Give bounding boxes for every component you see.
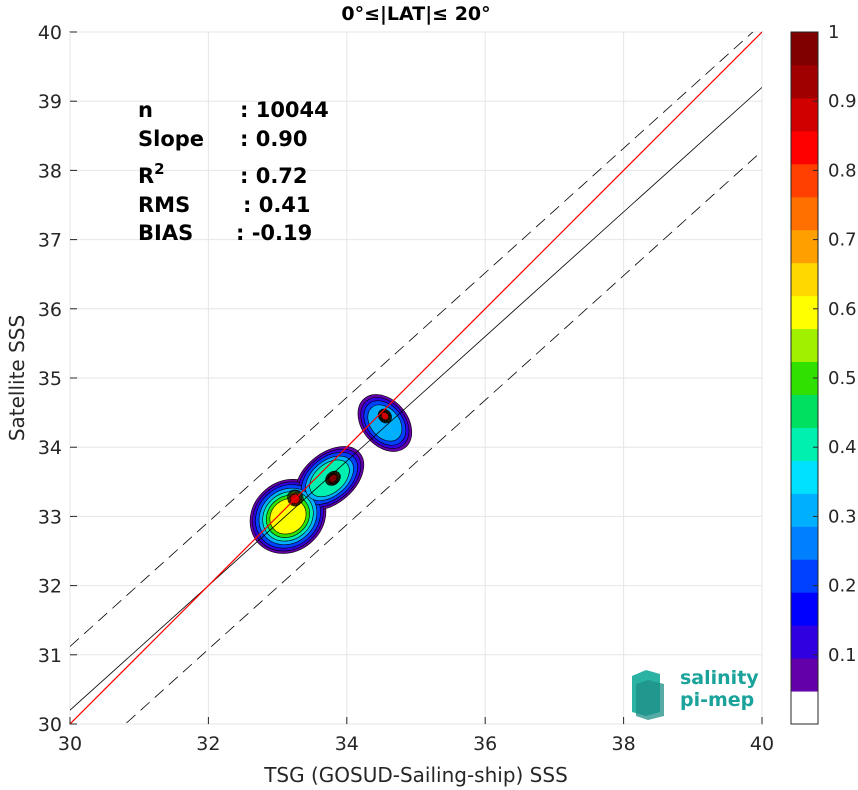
- colorbar-swatch: [791, 592, 818, 626]
- colorbar-tick-label: 0.3: [828, 506, 857, 527]
- x-tick-label: 40: [750, 733, 774, 755]
- y-tick-label: 37: [38, 230, 62, 252]
- x-tick-label: 38: [612, 733, 636, 755]
- colorbar-tick-label: 0.1: [828, 645, 857, 666]
- colorbar-swatch: [791, 295, 818, 330]
- colorbar-tick-label: 0.2: [828, 576, 857, 597]
- y-tick-label: 36: [38, 299, 62, 321]
- colorbar: 0.1 0.2 0.3 0.4 0.5 0.6 0.7 0.8 0.9 1: [790, 22, 857, 725]
- colorbar-tick-label: 1: [828, 22, 839, 43]
- colorbar-swatch: [791, 526, 818, 560]
- stat-key: BIAS: [138, 221, 193, 245]
- density-contour: [269, 498, 307, 535]
- density-contours: [249, 394, 413, 554]
- y-tick-label: 32: [38, 576, 62, 598]
- colorbar-swatch: [791, 163, 818, 198]
- x-tick-label: 36: [473, 733, 497, 755]
- colorbar-swatch: [791, 328, 818, 363]
- colorbar-tick-label: 0.7: [828, 230, 857, 251]
- logo-line-1: salinity: [680, 667, 759, 689]
- colorbar-tick-label: 0.9: [828, 91, 857, 112]
- colorbar-swatch: [791, 229, 818, 264]
- x-tick-label: 32: [196, 733, 220, 755]
- colorbar-swatch: [791, 196, 818, 231]
- colorbar-tick-label: 0.6: [828, 299, 857, 320]
- colorbar-swatch: [791, 691, 818, 725]
- regression-lines: [70, 32, 762, 724]
- x-axis-label: TSG (GOSUD-Sailing-ship) SSS: [263, 763, 568, 787]
- colorbar-swatch: [791, 262, 818, 297]
- fit-line: [70, 87, 762, 711]
- y-axis-label: Satellite SSS: [5, 315, 29, 441]
- identity-line: [70, 32, 762, 724]
- colorbar-swatch: [791, 658, 818, 692]
- stat-value: : 0.90: [240, 127, 308, 151]
- x-axis-ticks: 30 32 34 36 38 40: [58, 717, 774, 755]
- y-tick-label: 35: [38, 368, 62, 390]
- x-tick-label: 30: [58, 733, 82, 755]
- y-tick-label: 33: [38, 506, 62, 528]
- stat-value: : 0.72: [240, 164, 308, 188]
- colorbar-swatch: [791, 559, 818, 593]
- colorbar-swatch: [791, 493, 818, 527]
- y-tick-label: 31: [38, 645, 62, 667]
- y-tick-label: 40: [38, 22, 62, 44]
- upper-band-line: [70, 32, 754, 647]
- stat-key: Slope: [138, 127, 204, 151]
- stat-value: : 10044: [240, 98, 329, 122]
- grid: [69, 31, 763, 725]
- colorbar-swatch: [791, 64, 818, 99]
- stat-key: RMS: [138, 193, 190, 217]
- y-tick-label: 39: [38, 91, 62, 113]
- colorbar-swatch: [791, 130, 818, 165]
- colorbar-swatch: [791, 460, 818, 494]
- colorbar-tick-label: 0.5: [828, 368, 857, 389]
- colorbar-swatch: [791, 394, 818, 428]
- colorbar-tick-label: 0.4: [828, 437, 857, 458]
- chart-title: 0°≤|LAT|≤ 20°: [341, 3, 490, 25]
- colorbar-swatch: [791, 625, 818, 659]
- stat-value: : 0.41: [243, 193, 311, 217]
- colorbar-tick-label: 0.8: [828, 160, 857, 181]
- stat-value: : -0.19: [236, 221, 312, 245]
- x-tick-label: 34: [335, 733, 359, 755]
- density-contour: [380, 411, 389, 421]
- colorbar-swatch: [791, 427, 818, 461]
- stat-key: n: [138, 98, 153, 122]
- density-group: [249, 394, 413, 554]
- y-tick-label: 38: [38, 160, 62, 182]
- salinity-pi-mep-logo: salinity pi-mep: [632, 667, 759, 720]
- y-tick-label: 30: [38, 714, 62, 736]
- lower-band-line: [124, 150, 762, 724]
- y-tick-label: 34: [38, 437, 62, 459]
- logo-line-2: pi-mep: [680, 689, 754, 711]
- colorbar-swatch: [791, 32, 818, 66]
- y-axis-ticks: 30 31 32 33 34 35 36 37 38 39 40: [38, 22, 77, 736]
- colorbar-swatch: [791, 97, 818, 132]
